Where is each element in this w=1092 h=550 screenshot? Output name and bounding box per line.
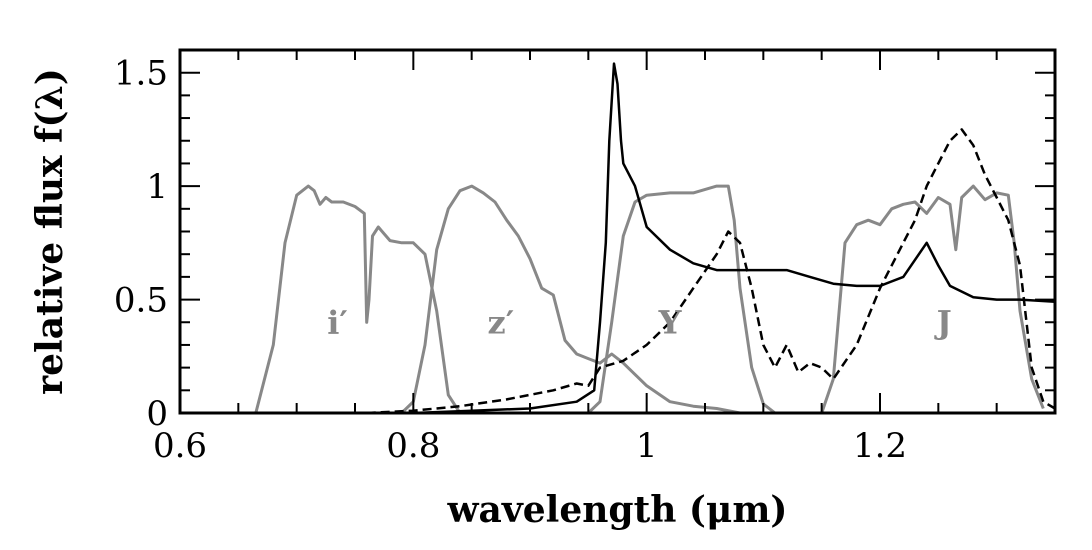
x-tick-label: 1.2 (853, 426, 907, 466)
y-axis-label: relative flux f(λ) (29, 68, 71, 395)
filter-label-2: Y (658, 304, 683, 342)
filter-curve-3 (820, 184, 1045, 414)
tick-labels: 0.6 0.8 1 1.2 0 0.5 1 1.5 (114, 54, 907, 466)
x-axis-label: wavelength (μm) (447, 489, 788, 531)
y-tick-label: 1.5 (114, 54, 168, 94)
filter-curve-0 (254, 184, 462, 414)
x-tick-label: 0.6 (153, 426, 207, 466)
filter-curve-2 (587, 184, 776, 415)
spectrum-solid (366, 62, 1056, 415)
axis-ticks (180, 49, 1056, 413)
filter-label-3: J (934, 304, 952, 342)
filter-label-1: z′ (488, 304, 515, 342)
x-tick-label: 1 (636, 426, 658, 466)
y-tick-label: 0 (146, 394, 168, 434)
filter-label-0: i′ (327, 304, 348, 342)
y-tick-label: 1 (146, 167, 168, 207)
filter-curve-1 (400, 184, 741, 415)
spectrum-dashed (366, 128, 1056, 415)
y-tick-label: 0.5 (114, 281, 168, 321)
filter-curves (254, 184, 1045, 415)
spectrum-curves (366, 62, 1056, 415)
x-tick-label: 0.8 (386, 426, 440, 466)
filter-labels: i′ z′ Y J (327, 304, 952, 342)
